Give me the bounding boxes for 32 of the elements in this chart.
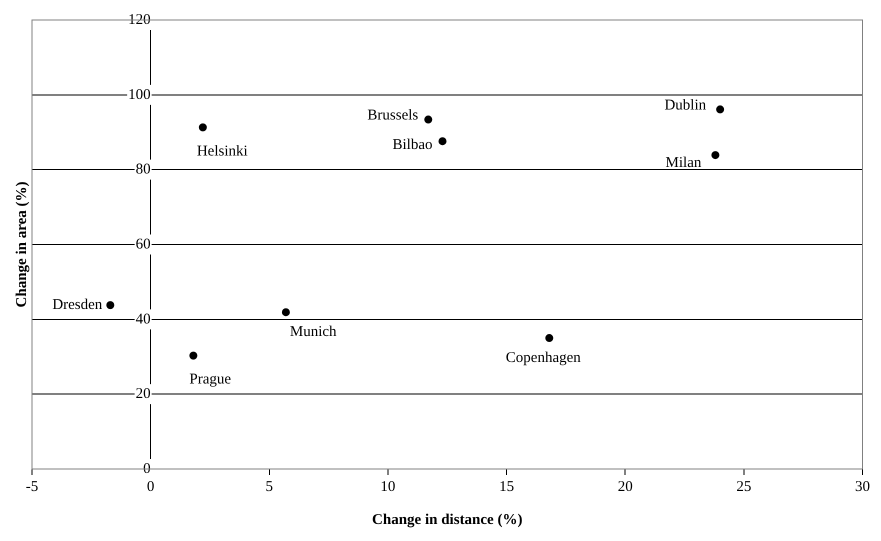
annotation: Munich (290, 324, 338, 340)
point (106, 301, 114, 310)
annotation: Brussels (367, 107, 418, 124)
annotation: Dublin (664, 97, 707, 114)
x-tick-label: 15 (499, 478, 514, 495)
annotation: Dresden (52, 297, 103, 314)
point (438, 137, 447, 146)
point (716, 105, 724, 114)
point (189, 352, 198, 360)
x-tick-label: 30 (855, 478, 870, 495)
point (545, 334, 554, 342)
annotation: Milan (666, 155, 702, 172)
y-tick-label: 80 (136, 162, 151, 178)
point (711, 151, 720, 160)
annotation: Helsinki (196, 143, 248, 160)
point (282, 308, 290, 316)
y-axis-title: Change in area (%) (14, 182, 30, 308)
annotation: Bilbao (392, 137, 433, 154)
point (198, 123, 207, 132)
x-tick-label: 10 (380, 478, 396, 495)
y-tick-label: 20 (136, 386, 151, 402)
y-tick-label: 60 (136, 236, 151, 252)
x-tick-label: 5 (266, 478, 274, 495)
annotation: Copenhagen (506, 350, 582, 366)
y-tick-label: 100 (128, 86, 151, 103)
x-tick-label: 20 (618, 478, 633, 495)
x-axis-title: Change in distance (%) (372, 512, 522, 528)
x-tick-label: -5 (26, 478, 38, 495)
point (424, 116, 432, 124)
x-tick-label: 25 (736, 478, 752, 495)
y-tick-label: 40 (136, 311, 151, 328)
annotation: Prague (189, 372, 232, 388)
